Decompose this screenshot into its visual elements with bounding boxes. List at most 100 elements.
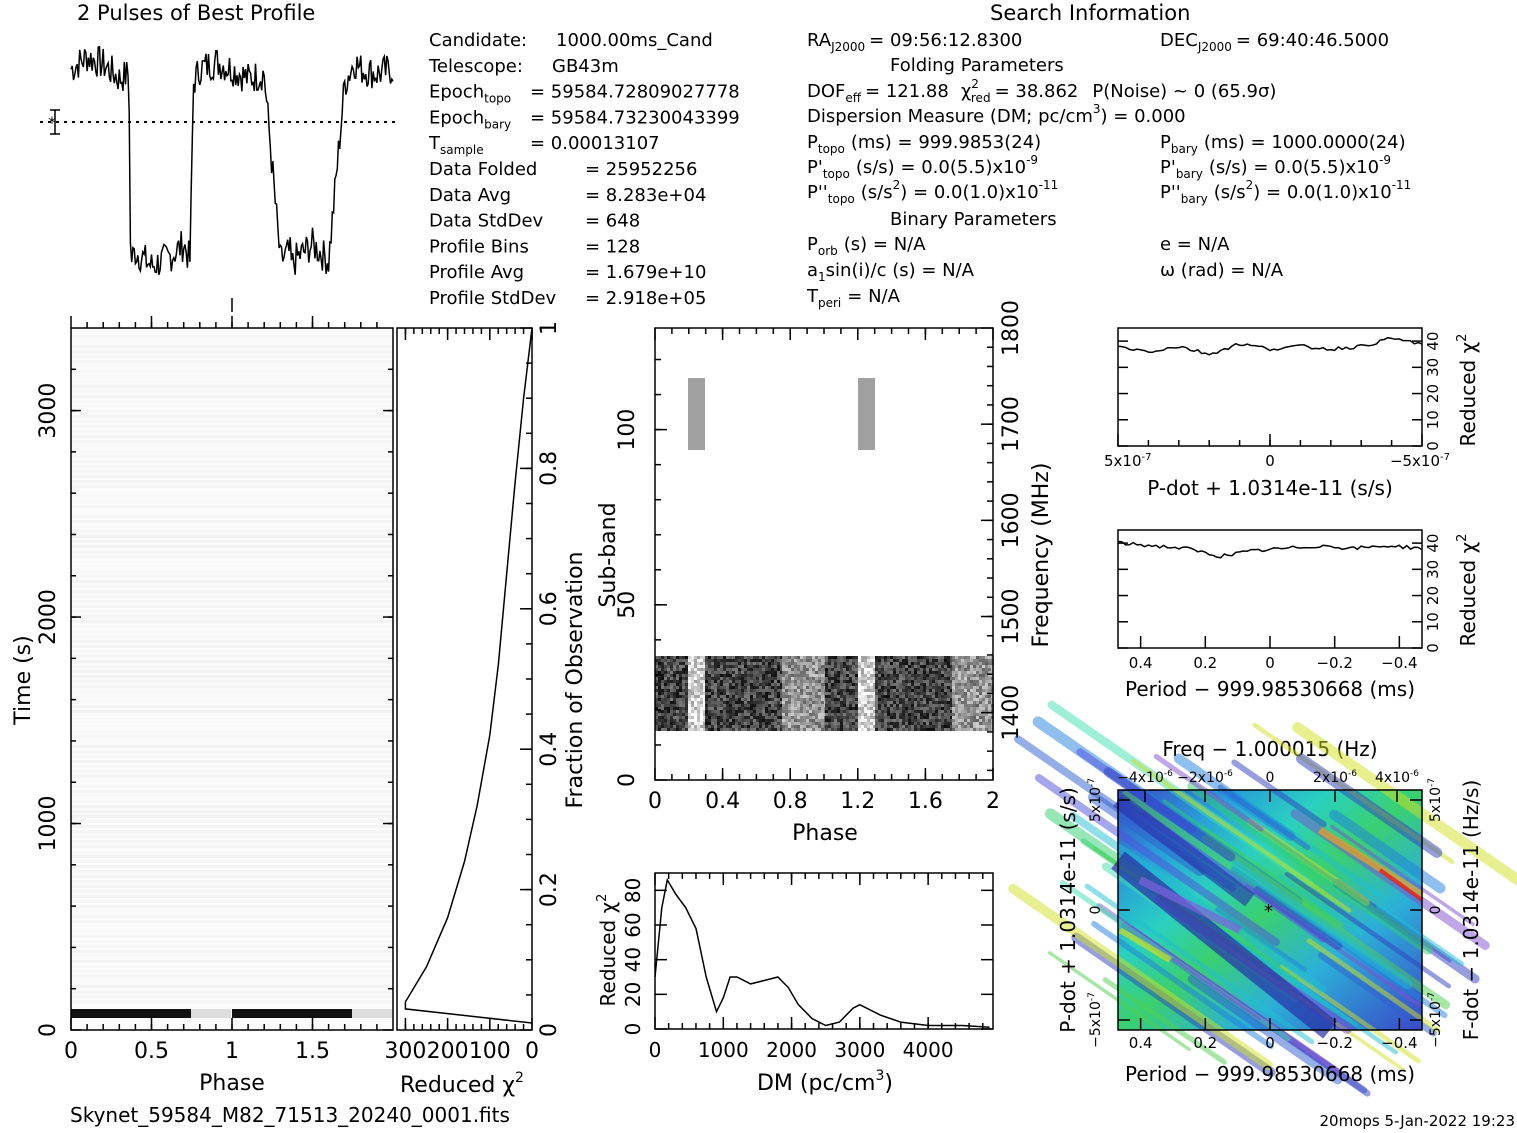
binary-title: Binary Parameters: [890, 209, 1057, 230]
ppd-top-tick-label: −2x10-6: [1177, 769, 1233, 786]
info-row: Telescope: GB43m: [428, 56, 619, 77]
footer-filename: Skynet_59584_M82_71513_20240_0001.fits: [70, 1103, 510, 1127]
search-info: RAJ2000 = 09:56:12.8300 DECJ2000 = 69:40:4…: [806, 30, 1411, 310]
time-phase-panel: 0 1000 2000 3000 0 0.5 1 1.5 Time (s) Phase: [11, 316, 394, 1096]
chi-tick-label: 0: [1424, 441, 1442, 451]
info-row: Profile Bins = 128: [429, 236, 640, 257]
pdot-ylabel: Reduced χ2: [1455, 334, 1480, 447]
dm-tick-label: 1000: [698, 1038, 749, 1062]
fraction-ylabel: Fraction of Observation: [563, 552, 588, 809]
ppd-top-tick-label: 2x10-6: [1313, 769, 1357, 786]
freq-tick-label: 1600: [999, 492, 1024, 548]
pdot-xlabel: P-dot + 1.0314e-11 (s/s): [1147, 476, 1393, 500]
period-ylabel: Reduced χ2: [1455, 534, 1480, 647]
redchi-tick-label: 300: [384, 1039, 426, 1064]
ppd-left-tick-label: 5x10-7: [1087, 778, 1104, 822]
ppd-ylabel-left: P-dot + 1.0314e-11 (s/s): [1056, 787, 1080, 1033]
subband-x-tick-label: 1.6: [908, 789, 943, 814]
info-row: Data StdDev = 648: [429, 211, 640, 232]
ppd-right-tick-label: −5x10-7: [1427, 992, 1444, 1048]
ppd-x-tick-label: 0: [1265, 1034, 1275, 1052]
fraction-tick-label: 1: [537, 321, 562, 335]
subband-tick-label: 0: [615, 773, 640, 787]
time-phase-bar-2: [232, 1009, 352, 1018]
ppd-best-marker: *: [1264, 901, 1273, 922]
period-panel: 0 10 20 30 40 0.4 0.2 0 −0.2 −0.4 Period − 999.98…: [1117, 529, 1480, 701]
dm-tick-label: 3000: [834, 1038, 885, 1062]
ppd-right-tick-label: 5x10-7: [1427, 778, 1444, 822]
svg-text:a1sin(i)/c (s) = N/A: a1sin(i)/c (s) = N/A: [807, 260, 975, 284]
ppd-xlabel: Period − 999.98530668 (ms): [1125, 1062, 1415, 1086]
subband-x-tick-label: 0.4: [705, 789, 740, 814]
pdot-frame: [1117, 327, 1423, 447]
freq-tick-label: 1700: [999, 396, 1024, 452]
freq-ylabel: Frequency (MHz): [1029, 463, 1054, 648]
time-tick-label: 0: [36, 1023, 61, 1037]
pdot-tick-label: 0: [1265, 452, 1275, 470]
svg-text:P''bary(s/s2) = 0.0(1.0)x10-11: P''bary (s/s2) = 0.0(1.0)x10-11: [1160, 178, 1411, 206]
phase-tick-label: 0: [64, 1039, 78, 1064]
info-row: Profile Avg = 1.679e+10: [429, 262, 706, 283]
ppd-x-tick-label: −0.2: [1316, 1034, 1352, 1052]
dm-y-tick-label: 0: [621, 1023, 645, 1036]
dm-frame: [654, 872, 994, 1030]
fraction-tick-label: 0.6: [537, 591, 562, 626]
svg-text:P''topo(s/s2) = 0.0(1.0)x10-11: P''topo (s/s2) = 0.0(1.0)x10-11: [807, 178, 1058, 206]
p-pdot-panel: Freq − 1.000015 (Hz) * 0.4 0.2 0 −0.2 −0.4−4…: [1008, 700, 1517, 1097]
subband-xlabel: Phase: [792, 821, 858, 846]
candidate-info: Candidate: 1000.00ms_Cand Telescope: GB43m E…: [428, 30, 740, 309]
subband-x-tick-label: 0: [648, 789, 662, 814]
ppd-x-tick-label: −0.4: [1381, 1034, 1417, 1052]
fraction-tick-label: 0: [537, 1023, 562, 1037]
info-row: Profile StdDev = 2.918e+05: [429, 288, 706, 309]
phase-tick-label: 0.5: [134, 1039, 169, 1064]
info-row: Candidate: 1000.00ms_Cand: [429, 30, 713, 51]
ppd-x-tick-label: 0.2: [1193, 1034, 1217, 1052]
chi-tick-label: 20: [1424, 586, 1442, 605]
fraction-tick-label: 0.4: [537, 732, 562, 767]
pdot-curve: [1117, 336, 1423, 356]
redchi-tick-label: 100: [469, 1039, 511, 1064]
freq-tick-label: 1800: [999, 300, 1024, 356]
redchi-tick-label: 200: [427, 1039, 469, 1064]
time-phase-bar-1: [71, 1009, 191, 1018]
chi-tick-label: 40: [1424, 332, 1442, 351]
subband-tick-label: 100: [615, 409, 640, 451]
period-curve: [1117, 540, 1423, 559]
period-tick-label: −0.2: [1316, 654, 1352, 672]
chi-tick-label: 0: [1424, 643, 1442, 653]
ppd-top-tick-label: −4x10-6: [1117, 769, 1173, 786]
profile-chart: *: [40, 45, 395, 312]
subband-pulse-1: [688, 378, 705, 450]
period-xlabel: Period − 999.98530668 (ms): [1125, 677, 1415, 701]
ppd-top-tick-label: 0: [1266, 770, 1275, 786]
subband-x-tick-label: 2: [986, 789, 1000, 814]
info-row: Epochbary = 59584.73230043399: [429, 107, 740, 131]
chi-tick-label: 20: [1424, 384, 1442, 403]
time-tick-label: 2000: [36, 589, 61, 645]
info-row: Data Folded = 25952256: [429, 159, 697, 180]
ppd-top-tick-label: 4x10-6: [1375, 769, 1419, 786]
period-tick-label: 0.2: [1193, 654, 1217, 672]
dm-curve: [654, 877, 990, 1029]
folding-title: Folding Parameters: [890, 55, 1064, 76]
dm-panel: 0 1000 2000 3000 4000 0 20 40 60 80 DM (pc/cm3) R…: [595, 872, 994, 1096]
time-tick-label: 3000: [36, 383, 61, 439]
period-tick-label: 0.4: [1129, 654, 1153, 672]
chi-tick-label: 30: [1424, 358, 1442, 377]
profile-line: [70, 45, 394, 275]
phase-tick-label: 1.5: [295, 1039, 330, 1064]
subband-x-tick-label: 1.2: [840, 789, 875, 814]
svg-text:ω (rad) = N/A: ω (rad) = N/A: [1160, 260, 1284, 281]
ppd-x-tick-label: 0.4: [1129, 1034, 1153, 1052]
svg-text:Tperi= N/A: Tperi = N/A: [806, 286, 901, 310]
svg-text:RAJ2000= 09:56:12.8300: RAJ2000 = 09:56:12.8300: [807, 30, 1022, 54]
dm-y-tick-label: 60: [621, 912, 645, 937]
time-ylabel: Time (s): [11, 635, 36, 725]
redchi-tick-label: 0: [525, 1039, 539, 1064]
dm-ylabel: Reduced χ2: [595, 894, 620, 1007]
freq-tick-label: 1500: [999, 589, 1024, 645]
